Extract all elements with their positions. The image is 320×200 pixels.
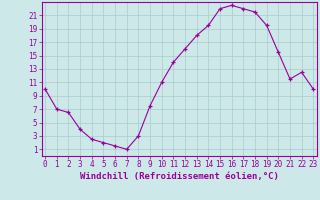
- X-axis label: Windchill (Refroidissement éolien,°C): Windchill (Refroidissement éolien,°C): [80, 172, 279, 181]
